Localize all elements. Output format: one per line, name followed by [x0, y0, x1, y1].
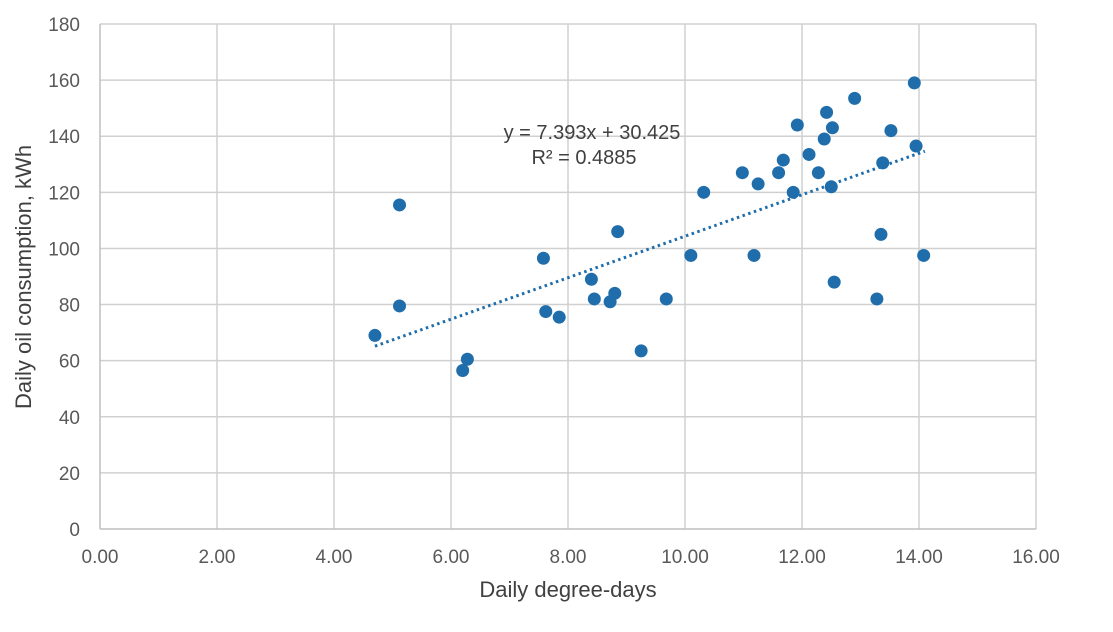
data-point [874, 227, 888, 241]
x-tick-label: 14.00 [895, 547, 943, 568]
data-point [884, 124, 898, 138]
data-point [802, 147, 816, 161]
data-point [393, 299, 407, 313]
data-point [848, 91, 862, 105]
data-point [790, 118, 804, 132]
data-point [876, 156, 890, 170]
y-tick-label: 140 [48, 127, 80, 148]
data-point [608, 286, 622, 300]
trendline-equation: y = 7.393x + 30.425 [504, 122, 681, 144]
data-points [368, 76, 931, 377]
data-point [393, 198, 407, 212]
data-point [552, 310, 566, 324]
data-point [611, 225, 625, 239]
data-point [827, 275, 841, 289]
y-tick-label: 60 [59, 352, 80, 373]
data-point [772, 166, 786, 180]
x-tick-label: 10.00 [661, 547, 709, 568]
data-point [751, 177, 765, 191]
tick-labels: 0.00 2.00 4.00 6.00 8.00 10.00 12.00 14.00 16.00… [48, 15, 1059, 568]
data-point [776, 153, 790, 167]
axes [99, 24, 1036, 530]
y-tick-label: 100 [48, 239, 80, 260]
x-tick-label: 2.00 [199, 547, 236, 568]
y-tick-label: 0 [69, 520, 80, 541]
data-point [587, 292, 601, 306]
data-point [659, 292, 673, 306]
data-point [909, 139, 923, 153]
x-tick-label: 16.00 [1012, 547, 1060, 568]
data-point [786, 185, 800, 199]
data-point [460, 352, 474, 366]
data-point [697, 185, 711, 199]
data-point [917, 248, 931, 262]
data-point [735, 166, 749, 180]
x-tick-label: 6.00 [433, 547, 470, 568]
data-point [584, 272, 598, 286]
data-point [456, 363, 470, 377]
data-point [824, 180, 838, 194]
y-tick-label: 180 [48, 15, 80, 36]
x-tick-label: 8.00 [550, 547, 587, 568]
y-tick-label: 40 [59, 408, 80, 429]
data-point [817, 132, 831, 146]
y-tick-label: 120 [48, 183, 80, 204]
x-tick-label: 12.00 [778, 547, 826, 568]
data-point [634, 344, 648, 358]
gridlines [100, 23, 1037, 529]
data-point [747, 248, 761, 262]
data-point [907, 76, 921, 90]
data-point [536, 251, 550, 265]
y-tick-label: 80 [59, 296, 80, 317]
data-point [820, 105, 834, 119]
y-tick-label: 160 [48, 71, 80, 92]
x-tick-label: 0.00 [82, 547, 119, 568]
data-point [684, 248, 698, 262]
x-tick-label: 4.00 [316, 547, 353, 568]
r-squared-label: R² = 0.4885 [531, 147, 636, 169]
x-axis-title: Daily degree-days [479, 577, 656, 602]
data-point [825, 121, 839, 135]
y-axis-title: Daily oil consumption, kWh [11, 145, 36, 409]
data-point [870, 292, 884, 306]
data-point [539, 305, 553, 319]
data-point [811, 166, 825, 180]
data-point [368, 328, 382, 342]
y-tick-label: 20 [59, 464, 80, 485]
